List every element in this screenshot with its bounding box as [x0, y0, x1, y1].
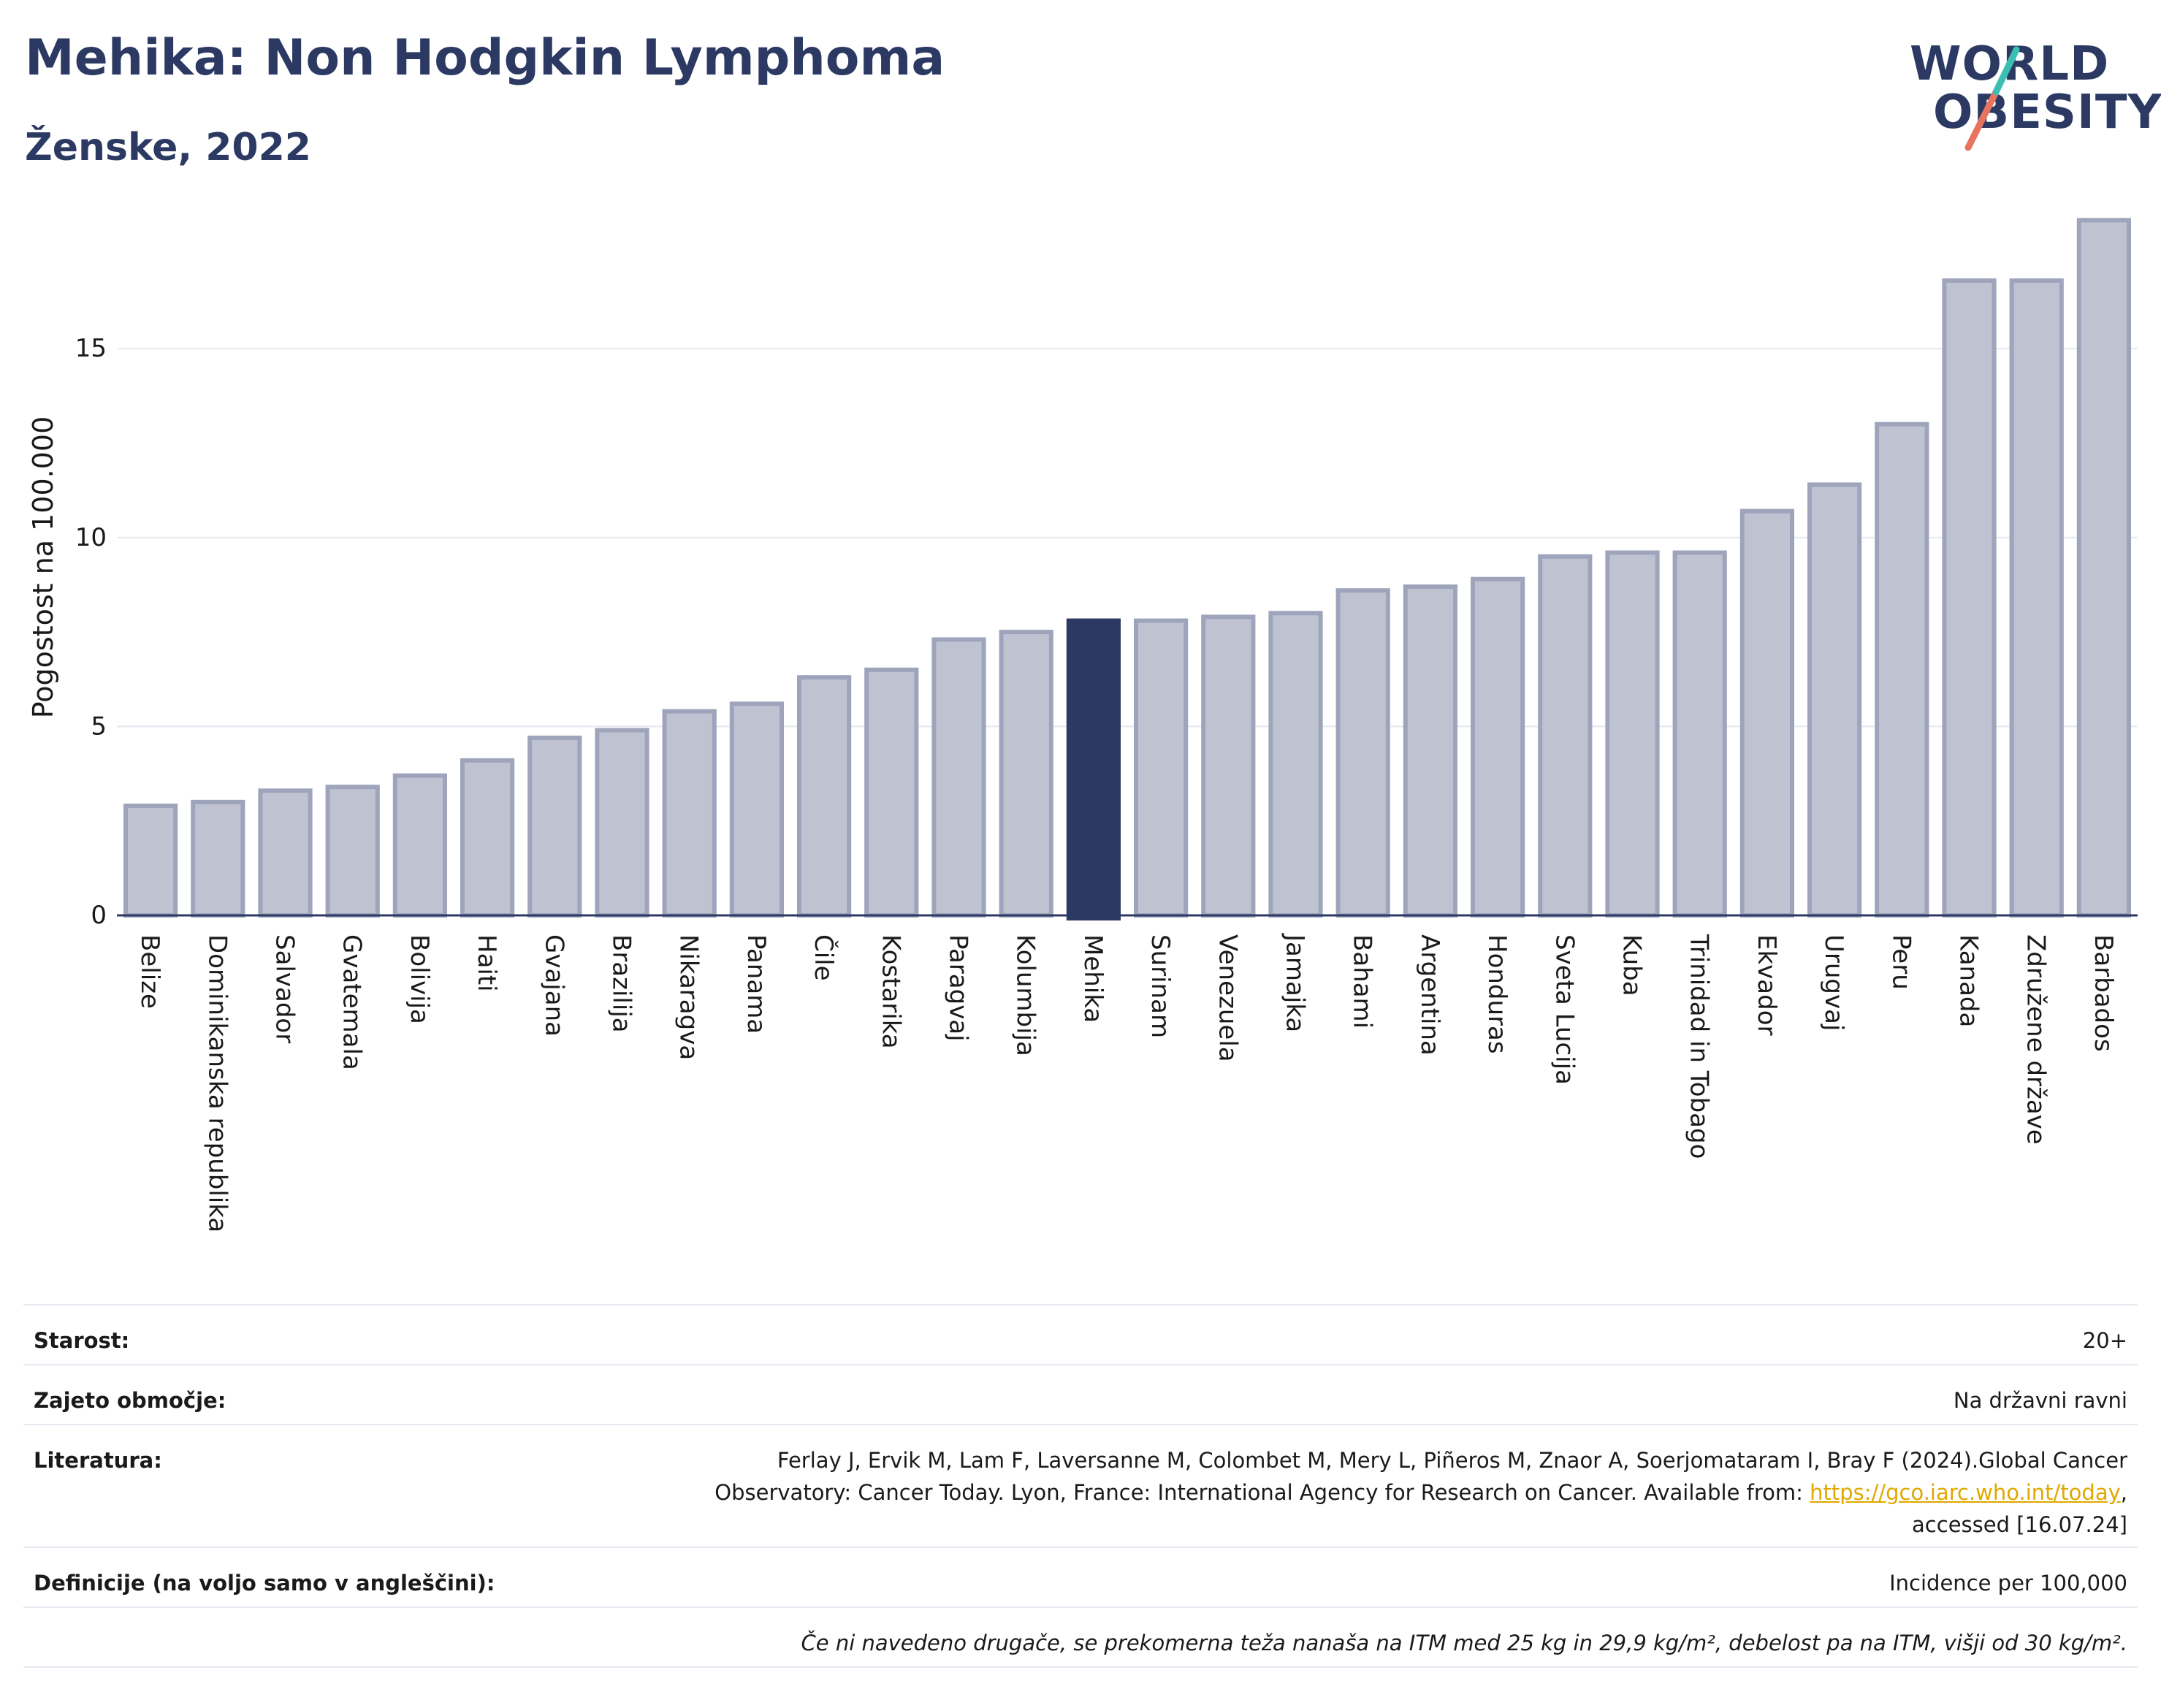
x-tick-label: Čile [809, 934, 839, 981]
world-obesity-logo: WORLD OBESITY [1907, 29, 2161, 161]
bar [1942, 278, 1997, 918]
x-tick-label: Kolumbija [1011, 934, 1040, 1056]
x-tick-label: Bahami [1348, 934, 1377, 1029]
bar [1201, 614, 1256, 918]
bar [796, 675, 852, 918]
reference-line-2-tail: , [2120, 1480, 2127, 1505]
x-tick-label: Ekvador [1752, 934, 1781, 1036]
x-tick-label: Kostarika [876, 934, 905, 1049]
bar [729, 701, 785, 918]
meta-row-definitions: Definicije (na voljo samo v angleščini):… [23, 1547, 2138, 1606]
bar [2076, 218, 2132, 918]
logo-slash-icon [1964, 46, 2020, 151]
x-tick-label: Gvajana [539, 934, 568, 1037]
x-tick-label: Mehika [1078, 934, 1108, 1023]
x-tick-label: Salvador [270, 934, 300, 1043]
y-tick-label: 0 [91, 901, 107, 930]
x-tick-label: Dominikanska republika [202, 934, 232, 1232]
x-tick-label: Surinam [1146, 934, 1175, 1038]
meta-row-age: Starost: 20+ [23, 1304, 2138, 1364]
age-label: Starost: [34, 1328, 130, 1353]
bar-chart: 0 5 10 15 Pogostost na 100.000 Belize Dominika… [27, 218, 2138, 1232]
bar [2009, 278, 2064, 918]
bar [1470, 576, 1525, 918]
x-tick-label: Kuba [1617, 934, 1647, 996]
x-tick-label: Kanada [1954, 934, 1983, 1027]
bar [595, 728, 649, 918]
x-tick-label: Združene države [2021, 934, 2051, 1145]
reference-label: Literatura: [34, 1448, 162, 1473]
bar [1268, 611, 1323, 918]
bar [1672, 550, 1727, 918]
reference-value: Ferlay J, Ervik M, Lam F, Laversanne M, … [714, 1444, 2127, 1541]
bar [1133, 618, 1189, 918]
x-tick-label: Sveta Lucija [1550, 934, 1579, 1085]
x-tick-label: Haiti [472, 934, 501, 992]
age-value: 20+ [2082, 1328, 2127, 1353]
bar [1605, 550, 1660, 918]
bar [662, 709, 717, 918]
area-label: Zajeto območje: [34, 1388, 226, 1413]
footnote: Če ni navedeno drugače, se prekomerna te… [801, 1631, 2127, 1655]
chart-subtitle: Ženske, 2022 [25, 126, 311, 169]
bar [1538, 554, 1593, 918]
bar [1875, 422, 1929, 918]
meta-row-area: Zajeto območje: Na državni ravni [23, 1364, 2138, 1424]
definitions-label: Definicije (na voljo samo v angleščini): [34, 1571, 495, 1595]
bar [123, 804, 178, 918]
reference-line-1: Ferlay J, Ervik M, Lam F, Laversanne M, … [777, 1448, 2127, 1473]
bar [931, 637, 986, 918]
x-tick-label: Peru [1886, 934, 1916, 990]
x-tick-label: Honduras [1482, 934, 1512, 1054]
x-tick-label: Bolivija [405, 934, 434, 1024]
x-tick-label: Nikaragva [674, 934, 704, 1060]
x-tick-label: Brazilija [607, 934, 636, 1033]
meta-row-reference: Literatura: Ferlay J, Ervik M, Lam F, La… [23, 1424, 2138, 1547]
metadata-table: Starost: 20+ Zajeto območje: Na državni … [23, 1304, 2138, 1668]
x-tick-label: Urugvaj [1819, 934, 1848, 1031]
bar [392, 773, 448, 918]
bar [191, 799, 245, 918]
y-axis-title: Pogostost na 100.000 [27, 416, 59, 719]
bar-highlight [1066, 618, 1121, 920]
bar [325, 785, 380, 918]
logo-text-obesity: OBESITY [1933, 85, 2161, 140]
bar [999, 630, 1053, 918]
x-tick-label: Belize [135, 934, 164, 1009]
area-value: Na državni ravni [1953, 1388, 2127, 1413]
bar [1739, 508, 1795, 918]
x-tick-label: Panama [742, 934, 771, 1034]
x-tick-label: Paragvaj [944, 934, 973, 1042]
y-tick-label: 10 [75, 523, 107, 552]
y-tick-label: 15 [75, 334, 107, 363]
bar [1403, 584, 1458, 918]
x-tick-label: Trinidad in Tobago [1685, 934, 1714, 1159]
bar [258, 788, 313, 918]
reference-line-3: accessed [16.07.24] [1912, 1512, 2127, 1537]
chart-title: Mehika: Non Hodgkin Lymphoma [25, 29, 945, 87]
reference-link[interactable]: https://gco.iarc.who.int/today [1810, 1480, 2121, 1505]
bar [864, 667, 919, 918]
x-tick-label: Gvatemala [338, 934, 367, 1070]
reference-line-2: Observatory: Cancer Today. Lyon, France:… [714, 1480, 1810, 1505]
definitions-value: Incidence per 100,000 [1889, 1571, 2127, 1595]
x-tick-label: Argentina [1415, 934, 1444, 1056]
bar [1807, 482, 1862, 918]
x-tick-label: Jamajka [1281, 933, 1310, 1032]
bar [1335, 588, 1390, 918]
x-tick-label: Barbados [2089, 934, 2118, 1052]
y-tick-label: 5 [91, 712, 107, 741]
x-tick-label: Venezuela [1213, 934, 1242, 1062]
bar [527, 735, 582, 918]
bar [460, 758, 515, 918]
meta-row-note: Če ni navedeno drugače, se prekomerna te… [23, 1606, 2138, 1668]
